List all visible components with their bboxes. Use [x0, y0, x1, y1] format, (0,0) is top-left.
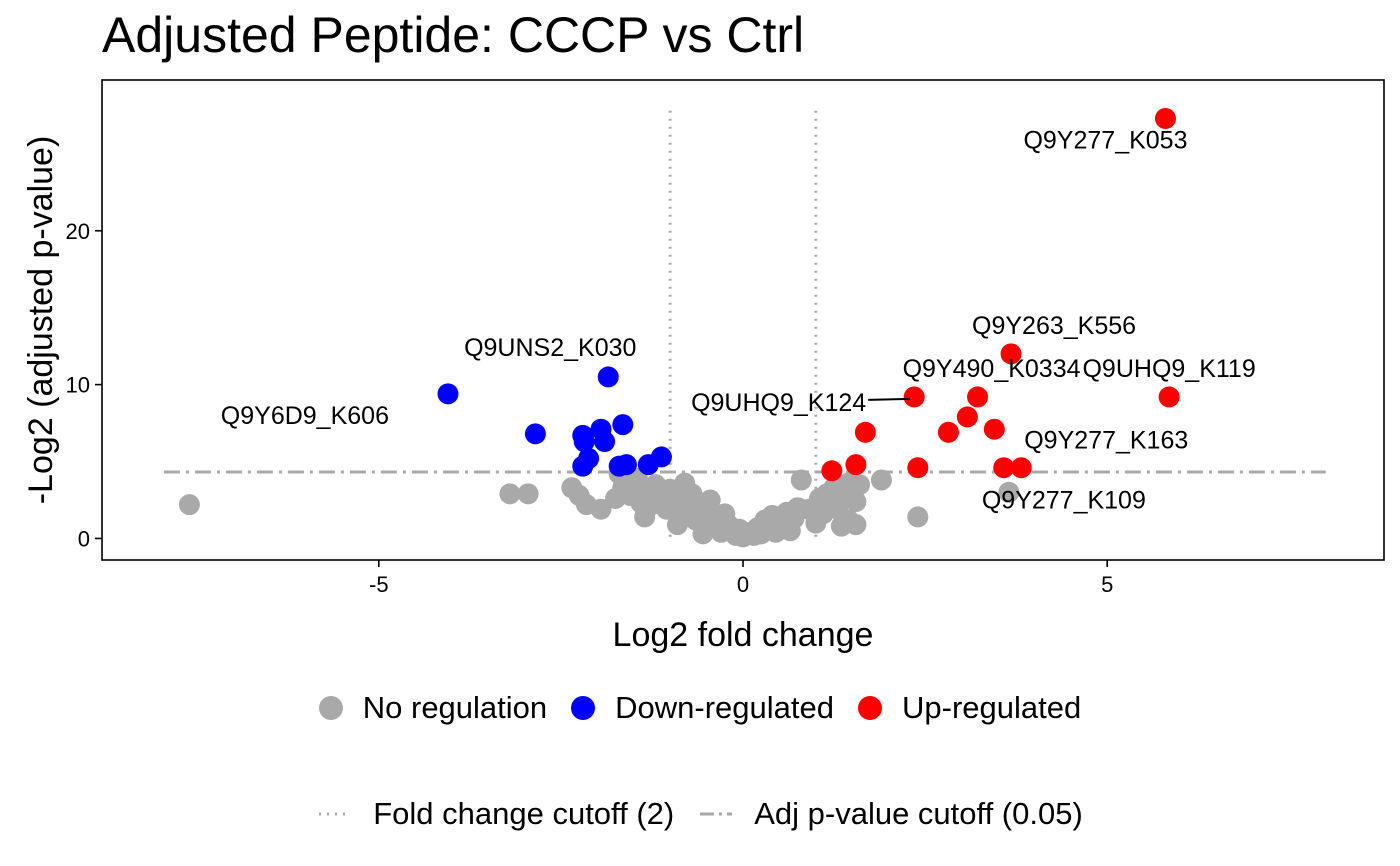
data-point — [956, 406, 978, 428]
y-axis-label: -Log2 (adjusted p-value) — [22, 136, 60, 505]
legend-label: Up-regulated — [902, 690, 1082, 725]
data-point — [1158, 386, 1180, 408]
data-point — [845, 454, 867, 476]
dashdot-line-icon — [700, 812, 733, 816]
legend-dot-blue — [571, 696, 596, 720]
data-point — [983, 418, 1005, 440]
point-label: Q9Y277_K109 — [982, 486, 1146, 514]
data-point — [615, 454, 637, 476]
legend-item-pvalue-cutoff: Adj p-value cutoff (0.05) — [698, 796, 1083, 832]
legend-item-no-regulation: No regulation — [318, 690, 548, 726]
data-point — [845, 514, 867, 536]
data-point — [854, 421, 876, 443]
data-point — [790, 469, 812, 491]
point-label: Q9Y490_K0334 — [903, 355, 1081, 383]
data-point — [903, 386, 925, 408]
data-point — [612, 414, 634, 436]
data-point — [590, 498, 612, 520]
data-point — [907, 506, 929, 528]
data-point — [937, 421, 959, 443]
point-label: Q9UHQ9_K119 — [1082, 355, 1255, 383]
data-point — [870, 469, 892, 491]
point-label: Q9Y277_K053 — [1023, 126, 1187, 154]
x-axis-label: Log2 fold change — [613, 616, 874, 654]
point-label: Q9Y263_K556 — [972, 312, 1136, 340]
data-point — [578, 447, 600, 469]
data-point — [993, 457, 1015, 479]
data-point — [594, 431, 616, 453]
legend-label: Fold change cutoff (2) — [373, 796, 675, 831]
data-point — [178, 494, 200, 516]
legend-label: Adj p-value cutoff (0.05) — [754, 796, 1083, 831]
data-point — [517, 483, 539, 505]
data-point — [650, 446, 672, 468]
data-point — [1000, 343, 1022, 365]
x-tick-label: -5 — [369, 572, 389, 597]
cutoff-lines — [163, 110, 1326, 539]
axes: -5 0 5 0 10 20 — [66, 219, 1114, 597]
legend-label: Down-regulated — [615, 690, 835, 725]
point-label: Q9UNS2_K030 — [464, 334, 636, 362]
x-tick-label: 5 — [1101, 572, 1113, 597]
y-tick-label: 0 — [78, 526, 90, 551]
legend-lines: Fold change cutoff (2) Adj p-value cutof… — [0, 796, 1400, 832]
data-point — [1010, 457, 1032, 479]
data-point — [845, 491, 867, 513]
data-point — [821, 460, 843, 482]
legend-item-up-regulated: Up-regulated — [858, 690, 1081, 726]
data-point — [524, 423, 546, 445]
legend-points: No regulation Down-regulated Up-regulate… — [0, 690, 1400, 726]
data-point — [597, 366, 619, 388]
y-tick-label: 20 — [66, 219, 90, 244]
plot-panel-border — [101, 79, 1385, 561]
data-point — [838, 472, 860, 494]
chart-title: Adjusted Peptide: CCCP vs Ctrl — [102, 7, 805, 63]
data-point — [437, 383, 459, 405]
data-points — [178, 107, 1180, 548]
data-point — [1154, 107, 1176, 129]
data-point — [699, 489, 721, 511]
legend-item-down-regulated: Down-regulated — [571, 690, 834, 726]
y-tick-label: 10 — [66, 373, 90, 398]
label-leader-line — [868, 397, 911, 401]
legend-dot-red — [858, 696, 883, 720]
data-point — [499, 483, 521, 505]
data-point — [573, 431, 595, 453]
point-label: Q9UHQ9_K124 — [691, 389, 866, 417]
x-tick-label: 0 — [737, 572, 749, 597]
point-label: Q9Y277_K163 — [1024, 427, 1188, 455]
data-point — [998, 481, 1020, 503]
data-point — [907, 457, 929, 479]
legend-dot-gray — [318, 696, 343, 720]
legend-label: No regulation — [362, 690, 548, 725]
data-point — [967, 386, 989, 408]
legend-item-fold-change-cutoff: Fold change cutoff (2) — [317, 796, 674, 832]
point-label: Q9Y6D9_K606 — [221, 402, 389, 430]
point-labels: Q9Y277_K053 Q9Y263_K556 Q9UNS2_K030 Q9Y490_… — [221, 126, 1256, 514]
dotted-line-icon — [319, 812, 352, 816]
